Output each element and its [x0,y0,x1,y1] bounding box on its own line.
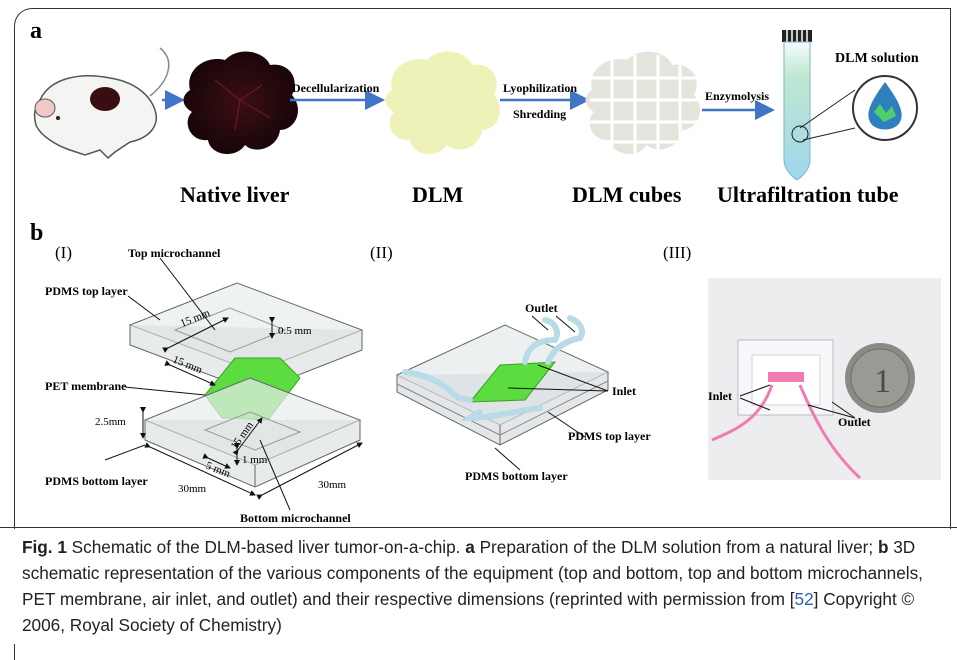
dlm-solution-label: DLM solution [835,51,919,66]
step-shredding: Shredding [513,107,566,121]
label-ultrafiltration-tube: Ultrafiltration tube [717,182,899,207]
figure-frame [14,8,951,529]
dim-30mm-a: 30mm [178,483,207,495]
panel-a-letter: a [30,18,42,44]
dim-1mm: 1 mm [242,454,268,466]
dlm-image [385,51,501,155]
chip-iii-leader-lines [739,384,856,419]
label-inlet-iii: Inlet [708,389,732,403]
chip-photo: 1 [708,278,941,480]
dlm-solution-drop [852,75,918,141]
svg-text:1: 1 [874,363,891,400]
mouse-illustration [33,47,170,160]
figure-1: a Decellularization Lyophilization Shred… [30,18,941,525]
label-inlet-ii: Inlet [612,384,636,398]
label-pet-membrane: PET membrane [45,379,127,393]
caption-reference-link[interactable]: 52 [794,589,814,609]
caption-text-3: 3D schematic representation of the vario… [22,537,923,609]
caption-b: b [877,537,889,557]
label-top-microchannel: Top microchannel [128,246,221,260]
label-outlet-ii: Outlet [525,301,558,315]
step-decellularization: Decellularization [292,81,380,95]
chip-assembled-diagram [395,315,610,446]
caption-divider [0,527,957,528]
caption-fig-number: Fig. 1 [22,537,67,557]
caption-text-1: Schematic of the DLM-based liver tumor-o… [66,537,466,557]
dim-30mm-b: 30mm [318,479,347,491]
caption-text-4: ] Copyright © 2006, Royal Society of Che… [22,589,915,635]
sub-label-i: (I) [55,243,72,262]
label-dlm: DLM [412,182,464,207]
label-dlm-cubes: DLM cubes [572,182,682,207]
dlm-cubes-image [585,51,701,160]
label-pdms-bottom-layer-ii: PDMS bottom layer [465,469,568,483]
dim-2-5mm: 2.5mm [95,416,126,428]
caption-text-2: Preparation of the DLM solution from a n… [474,537,878,557]
chip-ii-leader-lines [494,315,609,471]
native-liver-image [183,51,299,155]
caption-a: a [465,537,475,557]
step-lyophilization: Lyophilization [503,81,577,95]
panel-b-letter: b [30,220,43,246]
label-native-liver: Native liver [180,182,290,207]
dim-0-5mm: 0.5 mm [278,325,312,337]
step-enzymolysis: Enzymolysis [705,89,769,103]
label-pdms-top-layer-ii: PDMS top layer [568,429,651,443]
sub-label-iii: (III) [663,243,691,262]
sub-label-ii: (II) [370,243,393,262]
label-outlet-iii: Outlet [838,415,871,429]
label-pdms-bottom-layer-i: PDMS bottom layer [45,474,148,488]
figure-caption: Fig. 1 Schematic of the DLM-based liver … [22,534,947,638]
ultrafiltration-tube [782,30,856,181]
label-bottom-microchannel: Bottom microchannel [240,511,351,525]
page-edge [14,644,15,660]
label-pdms-top-layer-i: PDMS top layer [45,284,128,298]
chip-dimension-lines [140,317,363,500]
